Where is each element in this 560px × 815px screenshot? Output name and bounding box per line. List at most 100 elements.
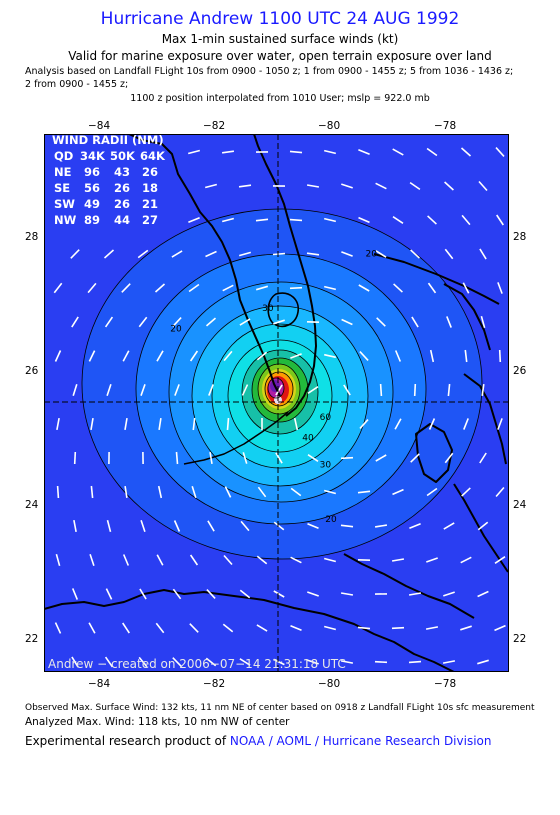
wind-barb (122, 554, 130, 566)
wind-barb (70, 249, 80, 259)
wind-barb (375, 250, 387, 258)
wind-barb (340, 592, 354, 596)
wind-barb (408, 660, 422, 664)
wind-barb (56, 485, 60, 499)
wind-barb (426, 557, 438, 563)
wind-barb (290, 556, 302, 564)
coastline-cuba (44, 589, 455, 672)
wind-barb (289, 218, 303, 222)
wind-barb (205, 250, 217, 258)
wind-barb (307, 591, 319, 597)
lat-tick-left-22: 22 (25, 633, 39, 645)
wind-barb (73, 519, 77, 533)
wind-barb (54, 622, 62, 634)
wind-radii-header-64k: 64K (140, 149, 166, 163)
wind-barb (221, 217, 235, 223)
wind-barb (54, 350, 62, 362)
wind-barb (479, 248, 487, 260)
observed-max-wind: Observed Max. Surface Wind: 132 kts, 11 … (25, 703, 535, 713)
wind-barb (324, 217, 336, 223)
wind-barb (444, 452, 454, 464)
wind-barb (394, 350, 402, 362)
wind-radii-row-ne-50k: 43 (114, 165, 130, 179)
wind-barb (189, 623, 199, 633)
wind-contour-bands (82, 209, 482, 559)
wind-radii-row-se-64k: 18 (142, 181, 158, 195)
wind-barb (293, 417, 299, 431)
wind-radii-row-se-34k: 56 (84, 181, 100, 195)
wind-barb (223, 554, 233, 566)
wind-barb (358, 216, 370, 224)
wind-radii-row-nw-34k: 89 (84, 213, 100, 227)
wind-barb (140, 520, 146, 532)
wind-barb (156, 554, 164, 566)
wind-barb (442, 660, 456, 664)
contour-line-35 (211, 323, 349, 469)
wind-barb (443, 522, 455, 530)
product-credit-prefix: Experimental research product of (25, 734, 230, 748)
wind-barb (256, 351, 268, 361)
wind-barb (495, 486, 505, 498)
wind-barb (222, 284, 234, 292)
wind-barb (139, 588, 147, 600)
hrd-link[interactable]: NOAA / AOML / Hurricane Research Divisio… (229, 734, 492, 748)
wind-barb (90, 485, 94, 499)
wind-barb (158, 417, 162, 431)
wind-barb (410, 249, 420, 259)
lat-tick-left-24: 24 (25, 499, 39, 511)
contour-line-110 (267, 377, 285, 399)
lon-tick-top-84: −84 (88, 120, 111, 132)
wind-barb (241, 384, 249, 396)
wind-barb (157, 485, 163, 499)
wind-barb (188, 216, 200, 224)
wind-barb (481, 383, 485, 397)
wind-barb (239, 318, 251, 326)
wind-field-map: 20 30 20 30 20 40 60 WIND RADII (NM) QD 34K 50… (44, 134, 509, 672)
wind-barb (207, 520, 215, 532)
wind-barb (409, 181, 421, 191)
wind-barb (189, 350, 199, 362)
wind-barb (461, 487, 471, 497)
wind-barb (226, 417, 230, 431)
lon-tick-bottom-80: −80 (318, 678, 341, 690)
wind-barb (307, 522, 319, 530)
wind-barb (427, 215, 437, 225)
wind-barb (358, 284, 370, 292)
wind-barb (122, 622, 130, 634)
contour-label: 20 (170, 325, 182, 335)
contour-label: 60 (320, 413, 332, 423)
wind-barb (71, 588, 79, 600)
contour-line-70 (257, 363, 301, 415)
wind-barb (172, 588, 182, 600)
wind-barb (426, 147, 438, 157)
wind-radii-title: WIND RADII (NM) (52, 134, 164, 147)
wind-barb (460, 556, 472, 564)
wind-barb (289, 286, 303, 290)
wind-barb (391, 626, 405, 630)
wind-barb (478, 180, 488, 192)
coastline-eleuthera (463, 373, 507, 465)
map-subtitle: Max 1-min sustained surface winds (kt) (161, 32, 399, 46)
wind-barb (175, 451, 179, 465)
wind-barb (255, 218, 269, 222)
wind-barb (427, 282, 437, 294)
creation-credit: Andrew − created on 2006−07−14 21:31:18 … (48, 657, 346, 671)
lat-tick-right-26: 26 (513, 365, 527, 377)
coastline-cuba-north-cays (343, 553, 475, 619)
wind-barb (172, 657, 182, 667)
wind-barb (409, 523, 421, 529)
wind-barb (106, 384, 112, 396)
wind-barb (137, 249, 149, 259)
wind-barb (425, 626, 439, 630)
wind-radii-row-ne-64k: 26 (142, 165, 158, 179)
wind-barb (56, 417, 60, 431)
lat-tick-right-22: 22 (513, 633, 527, 645)
wind-barb (392, 488, 404, 496)
wind-barb (494, 556, 506, 564)
wind-barb (392, 216, 404, 224)
wind-radii-header-50k: 50K (110, 149, 136, 163)
wind-barb (106, 519, 112, 533)
wind-radii-row-se-quadrant: SE (54, 181, 70, 195)
wind-barb (272, 252, 286, 256)
wind-barb (323, 557, 337, 563)
